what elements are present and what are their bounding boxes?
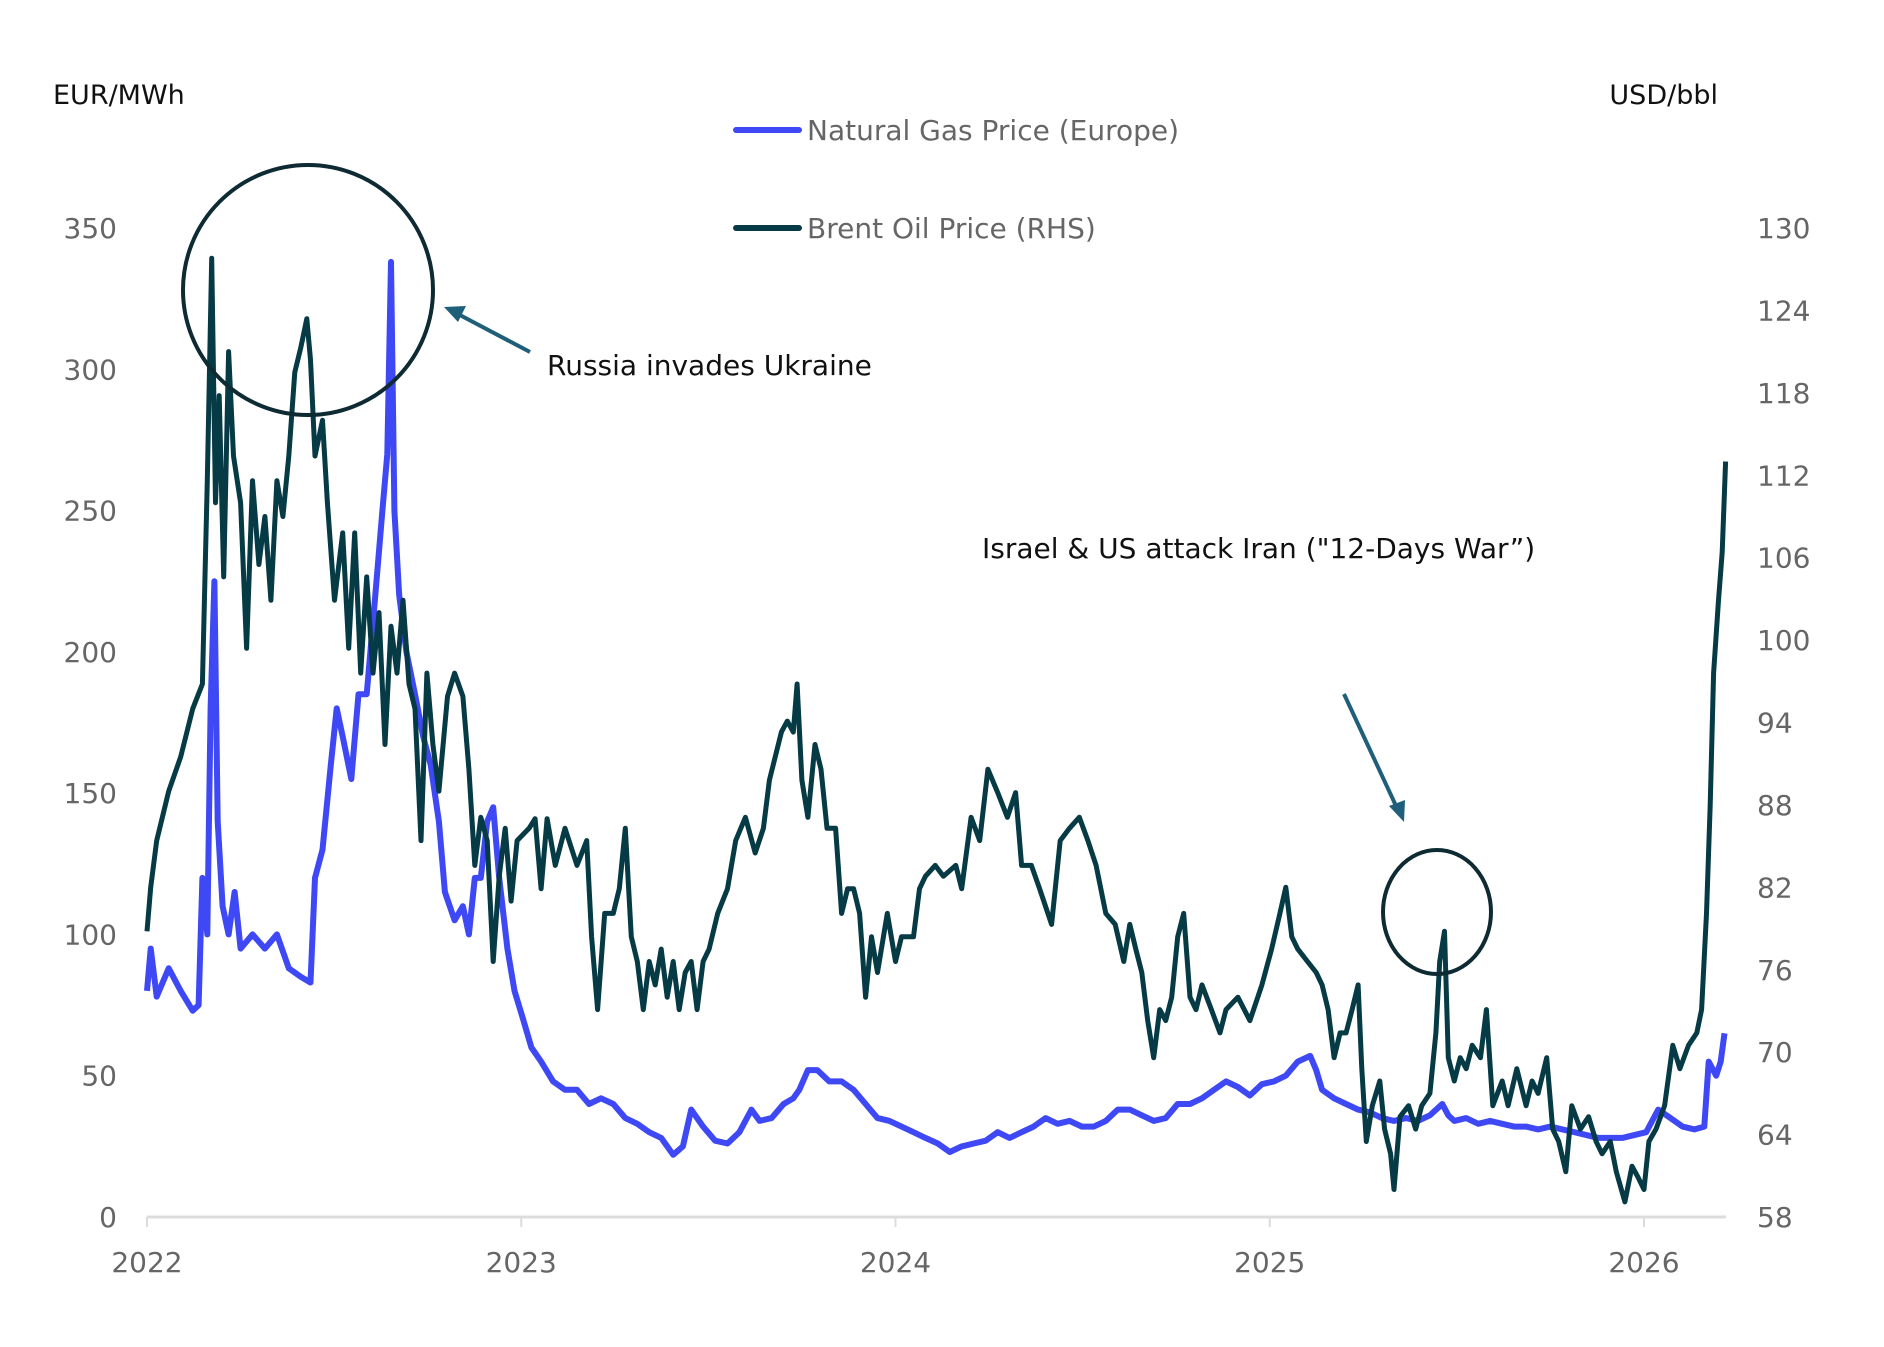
gas-price-line xyxy=(144,258,1728,1158)
arrow-line-iran xyxy=(1342,693,1399,809)
right-tick-label: 112 xyxy=(1757,459,1810,492)
annotation-iran: Israel & US attack Iran ("12-Days War”) xyxy=(982,532,1535,976)
right-tick-label: 58 xyxy=(1757,1201,1793,1234)
legend-label-oil: Brent Oil Price (RHS) xyxy=(807,212,1096,245)
right-axis-ticks: 58 64 70 76 82 88 94 100 106 112 118 124 130 xyxy=(1757,212,1810,1234)
left-axis-label: EUR/MWh xyxy=(53,80,185,111)
right-tick-label: 76 xyxy=(1757,954,1793,987)
right-tick-label: 64 xyxy=(1757,1119,1793,1152)
right-tick-label: 124 xyxy=(1757,294,1810,327)
left-tick-label: 250 xyxy=(64,495,117,528)
right-tick-label: 94 xyxy=(1757,707,1793,740)
right-tick-label: 118 xyxy=(1757,377,1810,410)
oil-price-line xyxy=(144,255,1729,1205)
x-tick-label: 2025 xyxy=(1234,1246,1305,1279)
right-axis-label: USD/bbl xyxy=(1609,80,1718,111)
highlight-circle-2022 xyxy=(181,163,435,417)
right-tick-label: 82 xyxy=(1757,871,1793,904)
x-tick-label: 2026 xyxy=(1608,1246,1679,1279)
right-tick-label: 70 xyxy=(1757,1036,1793,1069)
left-tick-label: 100 xyxy=(64,918,117,951)
arrow-line-russia xyxy=(455,311,531,354)
left-tick-label: 200 xyxy=(64,636,117,669)
legend: Natural Gas Price (Europe) Brent Oil Pri… xyxy=(733,114,1179,245)
left-tick-label: 300 xyxy=(64,353,117,386)
right-tick-label: 88 xyxy=(1757,789,1793,822)
highlight-circle-2025 xyxy=(1381,848,1493,976)
annotation-russia: Russia invades Ukraine xyxy=(181,163,872,417)
left-tick-label: 0 xyxy=(99,1201,117,1234)
annotation-text-iran: Israel & US attack Iran ("12-Days War”) xyxy=(982,532,1535,565)
right-tick-label: 100 xyxy=(1757,624,1810,657)
series-lines xyxy=(144,255,1729,1205)
right-tick-label: 106 xyxy=(1757,542,1810,575)
x-tick-label: 2024 xyxy=(860,1246,931,1279)
right-tick-label: 130 xyxy=(1757,212,1810,245)
annotation-text-russia: Russia invades Ukraine xyxy=(547,349,872,382)
left-axis-ticks: 0 50 100 150 200 250 300 350 xyxy=(64,212,117,1234)
left-tick-label: 350 xyxy=(64,212,117,245)
legend-label-gas: Natural Gas Price (Europe) xyxy=(807,114,1179,147)
x-tick-label: 2022 xyxy=(111,1246,182,1279)
x-axis: 2022 2023 2024 2025 2026 xyxy=(111,1215,1726,1279)
left-tick-label: 50 xyxy=(81,1060,117,1093)
left-tick-label: 150 xyxy=(64,777,117,810)
x-tick-label: 2023 xyxy=(486,1246,557,1279)
arrow-head-iran xyxy=(1389,800,1405,822)
arrow-head-russia xyxy=(444,306,466,322)
